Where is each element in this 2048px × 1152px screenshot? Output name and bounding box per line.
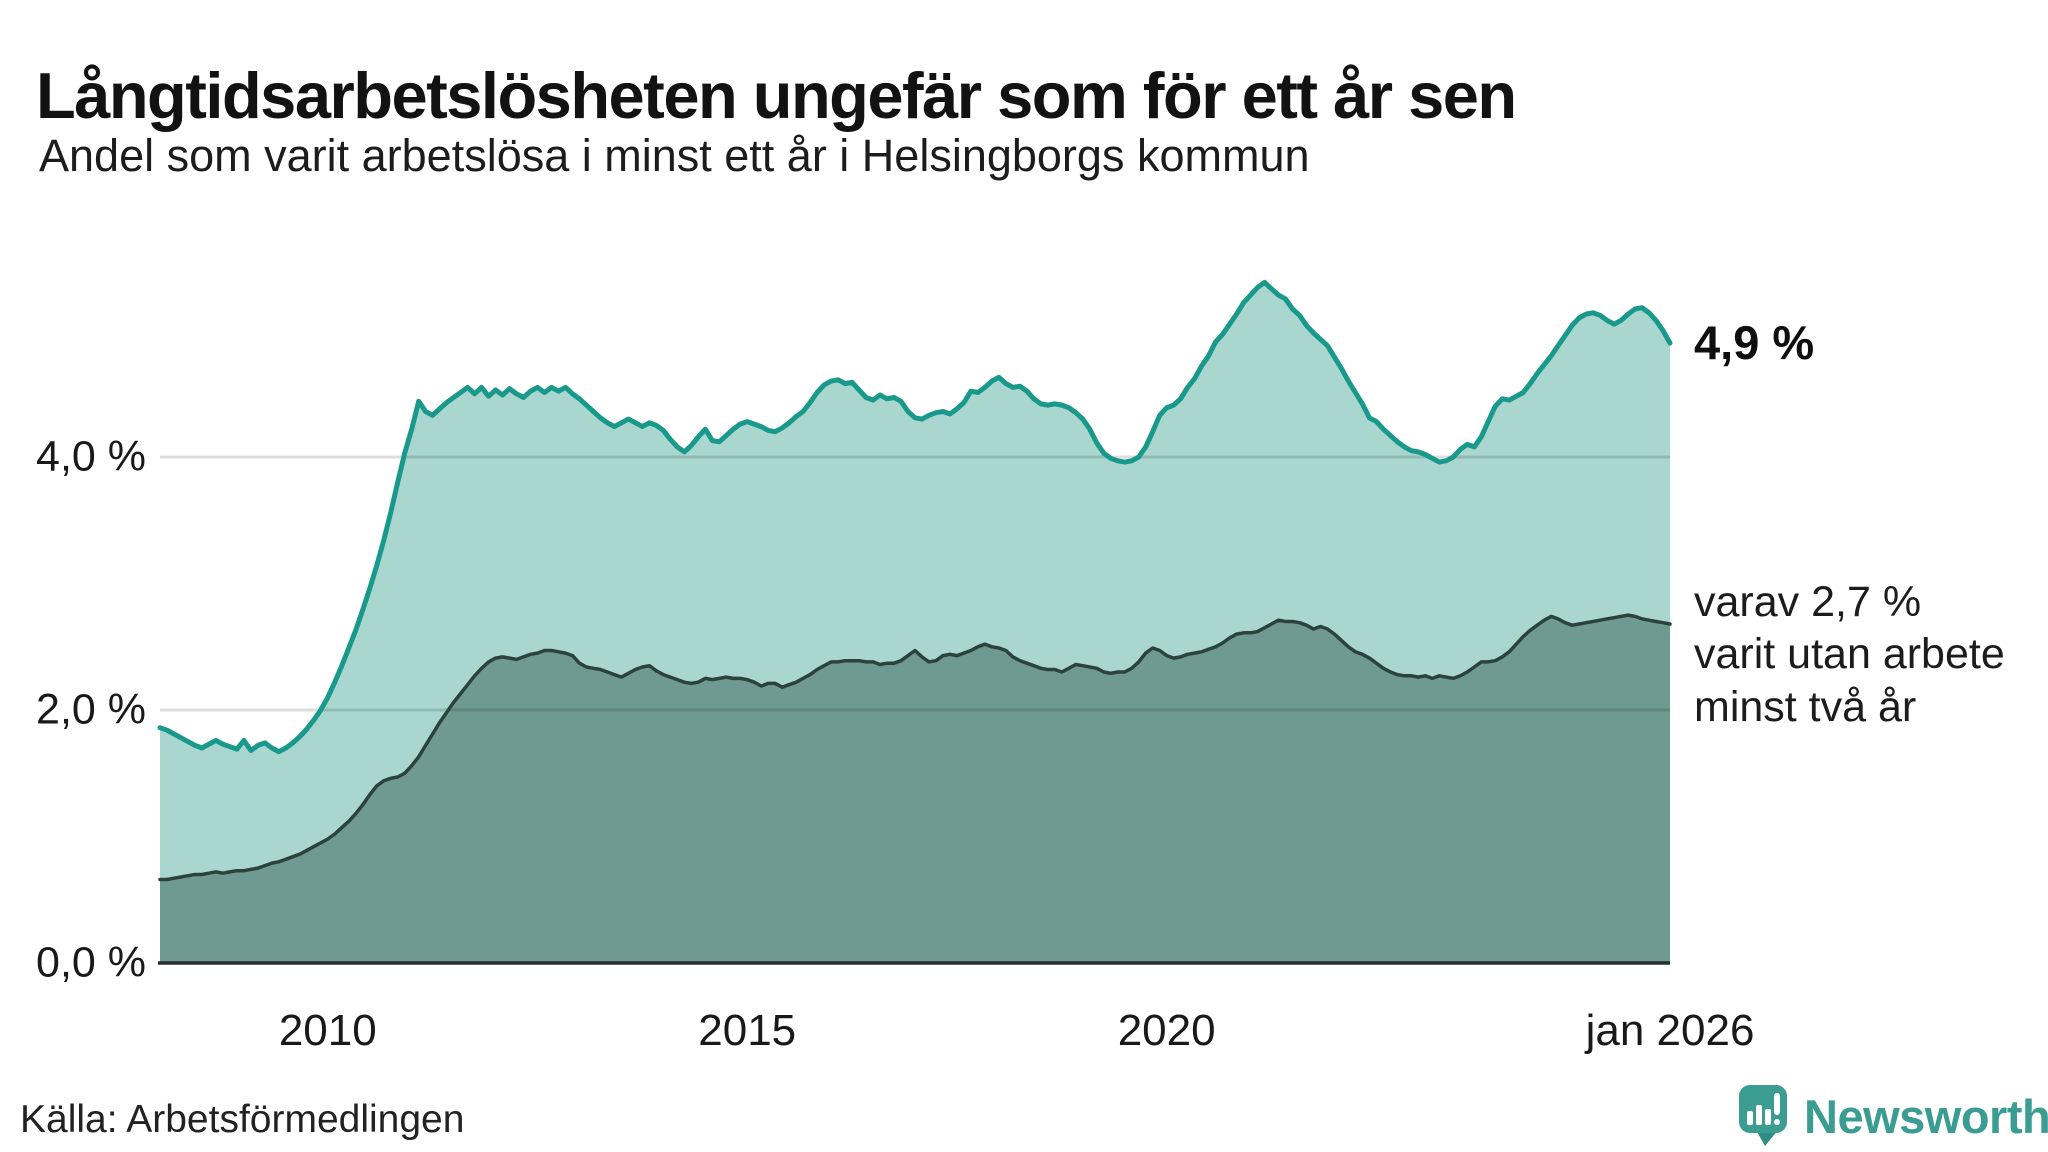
latest-value-label: 4,9 % — [1694, 316, 1815, 370]
page-title: Långtidsarbetslösheten ungefär som för e… — [36, 58, 1517, 132]
x-axis-label-2020: 2020 — [1117, 1006, 1216, 1055]
two-year-series-label: varav 2,7 % varit utan arbete minst två … — [1694, 578, 2005, 731]
source-text: Källa: Arbetsförmedlingen — [20, 1098, 465, 1141]
newsworthy-logo: Newsworthy — [1738, 1084, 2048, 1148]
newsworthy-wordmark: Newsworthy — [1804, 1089, 2048, 1143]
chart-subtitle: Andel som varit arbetslösa i minst ett å… — [39, 130, 1310, 181]
x-axis-label-2015: 2015 — [698, 1006, 797, 1055]
x-axis-label-jan-2026: jan 2026 — [1585, 1006, 1755, 1055]
y-axis-label-2: 2,0 % — [36, 685, 146, 734]
y-axis-label-4: 4,0 % — [36, 432, 146, 481]
x-axis-label-2010: 2010 — [278, 1006, 377, 1055]
y-axis-label-0: 0,0 % — [36, 938, 146, 987]
newsworthy-bubble-icon — [1739, 1085, 1787, 1146]
